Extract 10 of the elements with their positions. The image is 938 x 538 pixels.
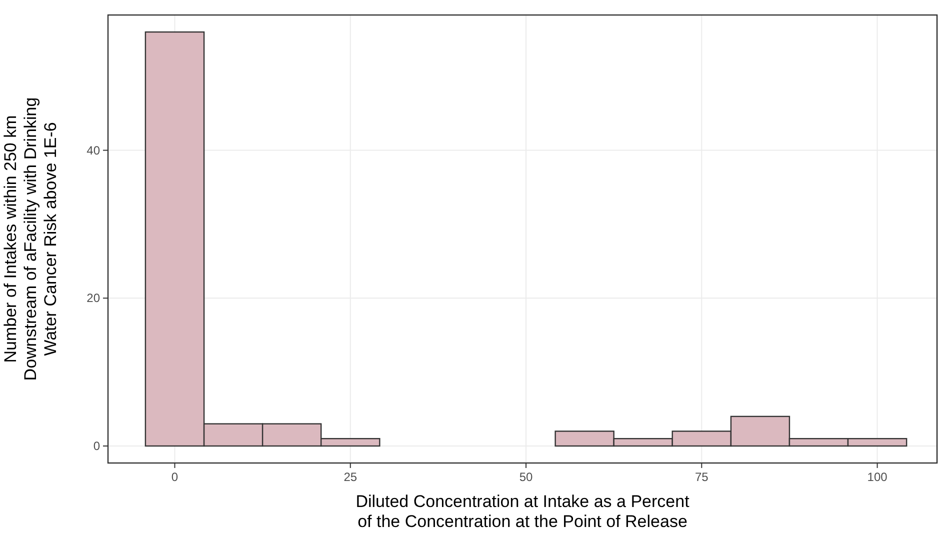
x-tick-label: 100 xyxy=(867,470,888,484)
x-tick-label: 50 xyxy=(519,470,534,484)
y-tick-label: 20 xyxy=(86,291,100,306)
x-tick-label: 25 xyxy=(344,470,358,484)
y-axis-title: Number of Intakes within 250 km Downstream of aFacility with Drinking Water Cancer Risk above 1E-6 xyxy=(1,97,60,381)
x-axis-title: Diluted Concentration at Intake as a Percent of the Concentration at the Point of Release xyxy=(356,492,690,531)
x-tick-label: 0 xyxy=(171,470,178,484)
y-tick-label: 40 xyxy=(86,143,100,158)
y-tick-label: 0 xyxy=(93,438,100,453)
x-tick-label: 75 xyxy=(694,470,709,484)
